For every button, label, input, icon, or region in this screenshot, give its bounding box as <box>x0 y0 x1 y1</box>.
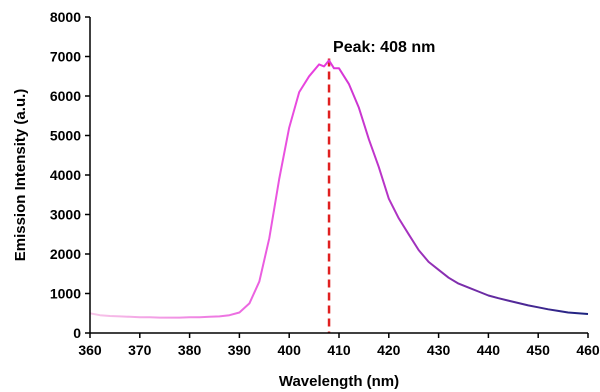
y-axis-title: Emission Intensity (a.u.) <box>12 89 29 262</box>
x-tick-label: 460 <box>576 342 600 358</box>
y-tick-label: 8000 <box>50 9 81 25</box>
x-tick-label: 360 <box>78 342 102 358</box>
x-axis-title: Wavelength (nm) <box>279 373 399 390</box>
x-tick-label: 390 <box>228 342 252 358</box>
x-axis-ticks: 360 370 380 390 400 410 420 430 440 450 460 <box>78 333 600 358</box>
y-tick-label: 3000 <box>50 207 81 223</box>
x-tick-label: 370 <box>128 342 152 358</box>
y-tick-label: 7000 <box>50 49 81 65</box>
y-tick-label: 2000 <box>50 246 81 262</box>
x-tick-label: 400 <box>278 342 302 358</box>
y-tick-label: 0 <box>73 325 81 341</box>
y-axis-ticks: 0 1000 2000 3000 4000 5000 6000 7000 8000 <box>50 9 90 341</box>
peak-annotation: Peak: 408 nm <box>333 39 435 56</box>
x-tick-label: 380 <box>178 342 202 358</box>
x-tick-label: 410 <box>327 342 351 358</box>
y-tick-label: 4000 <box>50 167 81 183</box>
y-tick-label: 5000 <box>50 128 81 144</box>
emission-series-line <box>89 59 589 319</box>
x-tick-label: 440 <box>477 342 501 358</box>
x-tick-label: 450 <box>527 342 551 358</box>
x-tick-label: 430 <box>427 342 451 358</box>
y-tick-label: 1000 <box>50 286 81 302</box>
y-tick-label: 6000 <box>50 88 81 104</box>
x-tick-label: 420 <box>377 342 401 358</box>
